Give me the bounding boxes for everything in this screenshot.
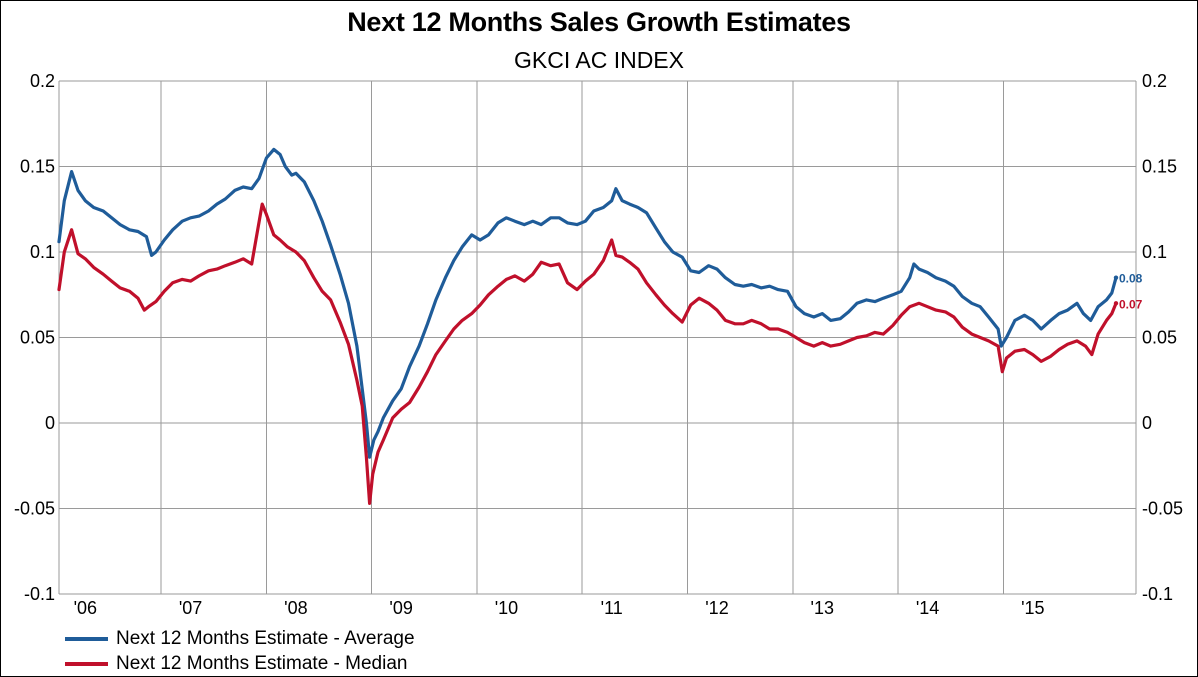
y-tick-label-right: 0.1: [1142, 242, 1167, 262]
legend-label-average: Next 12 Months Estimate - Average: [116, 627, 415, 649]
chart-subtitle: GKCI AC INDEX: [514, 47, 684, 73]
y-tick-label-left: 0.15: [20, 157, 55, 177]
last-value-marker-median: [1113, 301, 1119, 306]
y-tick-label-left: -0.1: [24, 584, 55, 604]
y-tick-label-left: -0.05: [14, 499, 55, 519]
legend-label-median: Next 12 Months Estimate - Median: [116, 652, 408, 674]
y-tick-label-left: 0.2: [30, 71, 55, 91]
legend: Next 12 Months Estimate - Average Next 1…: [65, 626, 415, 676]
y-tick-label-left: 0.1: [30, 242, 55, 262]
x-tick-label: '10: [495, 598, 518, 618]
y-tick-label-right: 0.05: [1142, 328, 1177, 348]
chart-title: Next 12 Months Sales Growth Estimates: [347, 7, 851, 37]
x-tick-label: '08: [284, 598, 307, 618]
y-tick-label-right: 0.15: [1142, 157, 1177, 177]
y-tick-label-right: 0.2: [1142, 71, 1167, 91]
x-tick-label: '14: [916, 598, 939, 618]
y-tick-label-right: -0.05: [1142, 499, 1183, 519]
legend-item-median: Next 12 Months Estimate - Median: [65, 651, 415, 676]
x-tick-label: '12: [705, 598, 728, 618]
x-tick-label: '11: [601, 598, 623, 618]
last-value-label-median: 0.07: [1119, 297, 1143, 311]
y-tick-label-left: 0: [45, 413, 55, 433]
last-value-marker-average: [1113, 275, 1119, 280]
series-line-average: [57, 147, 1118, 459]
legend-swatch-average: [65, 636, 108, 641]
series-line-median: [57, 202, 1118, 505]
x-tick-label: '15: [1021, 598, 1044, 618]
legend-swatch-median: [65, 661, 108, 666]
y-tick-label-right: -0.1: [1142, 584, 1173, 604]
x-tick-label: '13: [811, 598, 834, 618]
x-tick-label: '06: [74, 598, 97, 618]
legend-item-average: Next 12 Months Estimate - Average: [65, 626, 415, 651]
y-tick-label-left: 0.05: [20, 328, 55, 348]
x-tick-label: '07: [179, 598, 202, 618]
y-tick-label-right: 0: [1142, 413, 1152, 433]
x-tick-label: '09: [389, 598, 412, 618]
last-value-label-average: 0.08: [1119, 272, 1143, 286]
